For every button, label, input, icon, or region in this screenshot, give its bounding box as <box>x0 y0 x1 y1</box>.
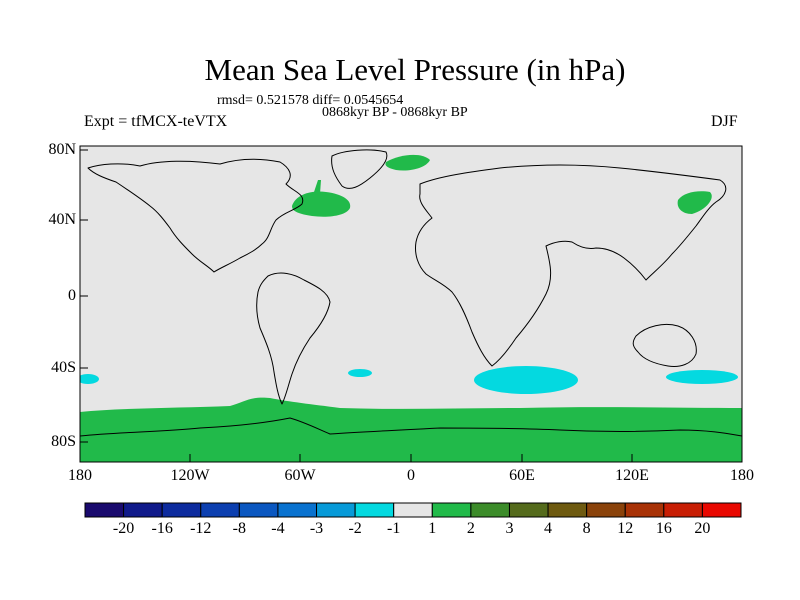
colorbar-swatch <box>393 502 433 518</box>
lat-label-0: 0 <box>68 287 76 304</box>
lon-label-120w: 120W <box>170 467 210 484</box>
lat-label-80s: 80S <box>51 433 76 450</box>
axis-ticks <box>79 149 743 462</box>
colorbar-swatch <box>277 502 318 518</box>
south-america-coast <box>256 272 331 405</box>
colorbar-label: 20 <box>694 520 711 537</box>
lat-label-80n: 80N <box>48 141 76 158</box>
colorbar-label: 12 <box>617 520 634 537</box>
colorbar-label: -3 <box>309 520 324 537</box>
lon-label-0: 0 <box>407 467 415 484</box>
colorbar-label: -1 <box>387 520 401 537</box>
antarctica-coast <box>80 417 742 437</box>
north-atlantic-tongue <box>314 180 321 194</box>
colorbar-label: 8 <box>582 520 591 537</box>
colorbar-label: -8 <box>232 520 246 537</box>
colorbar-label: -4 <box>271 520 285 537</box>
lon-label-60w: 60W <box>284 467 316 484</box>
colorbar-swatch <box>354 502 395 518</box>
colorbar-label: -2 <box>348 520 362 537</box>
colorbar-label: 3 <box>505 520 514 537</box>
season-label: DJF <box>711 113 738 130</box>
colorbar-swatch <box>508 502 549 518</box>
south-indian-ocean-patch <box>474 366 578 394</box>
period-subtitle: 0868kyr BP - 0868kyr BP <box>322 105 468 120</box>
far-southwest-pacific-patch <box>80 374 99 384</box>
map-title: Mean Sea Level Pressure (in hPa) <box>204 52 626 87</box>
lon-label-60e: 60E <box>509 467 535 484</box>
north-atlantic-patch <box>292 191 351 217</box>
colorbar-swatch <box>123 502 163 518</box>
stats-subtitle: rmsd= 0.521578 diff= 0.0545654 <box>217 93 404 108</box>
experiment-label: Expt = tfMCX-teVTX <box>84 113 228 130</box>
world-map <box>80 146 742 462</box>
colorbar-label: 16 <box>655 520 672 537</box>
south-atlantic-patch <box>348 369 372 377</box>
greenland-sea-patch <box>385 154 430 171</box>
colorbar-label: -12 <box>190 520 212 537</box>
colorbar-swatch <box>200 502 240 518</box>
colorbar-swatch <box>238 502 279 518</box>
colorbar-swatch <box>316 502 356 518</box>
lon-label-180-right: 180 <box>730 467 754 484</box>
colorbar <box>84 502 742 518</box>
colorbar-swatch <box>701 502 742 518</box>
colorbar-swatch <box>663 502 703 518</box>
lat-label-40n: 40N <box>48 211 76 228</box>
kamchatka-patch <box>677 191 712 214</box>
colorbar-swatch <box>547 502 588 518</box>
colorbar-swatch <box>586 502 626 518</box>
colorbar-swatch <box>431 502 472 518</box>
greenland-coast <box>331 149 388 189</box>
colorbar-label: -20 <box>112 520 135 537</box>
colorbar-swatch <box>624 502 665 518</box>
australia-coast <box>632 323 697 367</box>
south-pacific-patch <box>666 370 738 384</box>
north-america-coast <box>87 158 304 273</box>
map-frame <box>79 145 743 463</box>
lon-label-180-left: 180 <box>68 467 92 484</box>
colorbar-swatch <box>470 502 510 518</box>
colorbar-label: 1 <box>428 520 437 537</box>
colorbar-label: 2 <box>466 520 475 537</box>
lon-label-120e: 120E <box>615 467 649 484</box>
colorbar-swatch <box>161 502 202 518</box>
colorbar-label: 4 <box>544 520 553 537</box>
coastlines <box>80 149 742 437</box>
colorbar-swatch <box>84 502 125 518</box>
eurasia-africa-coast <box>415 164 727 367</box>
colorbar-label: -16 <box>151 520 173 537</box>
lat-label-40s: 40S <box>51 359 76 376</box>
negative-anomaly-regions <box>80 366 738 394</box>
